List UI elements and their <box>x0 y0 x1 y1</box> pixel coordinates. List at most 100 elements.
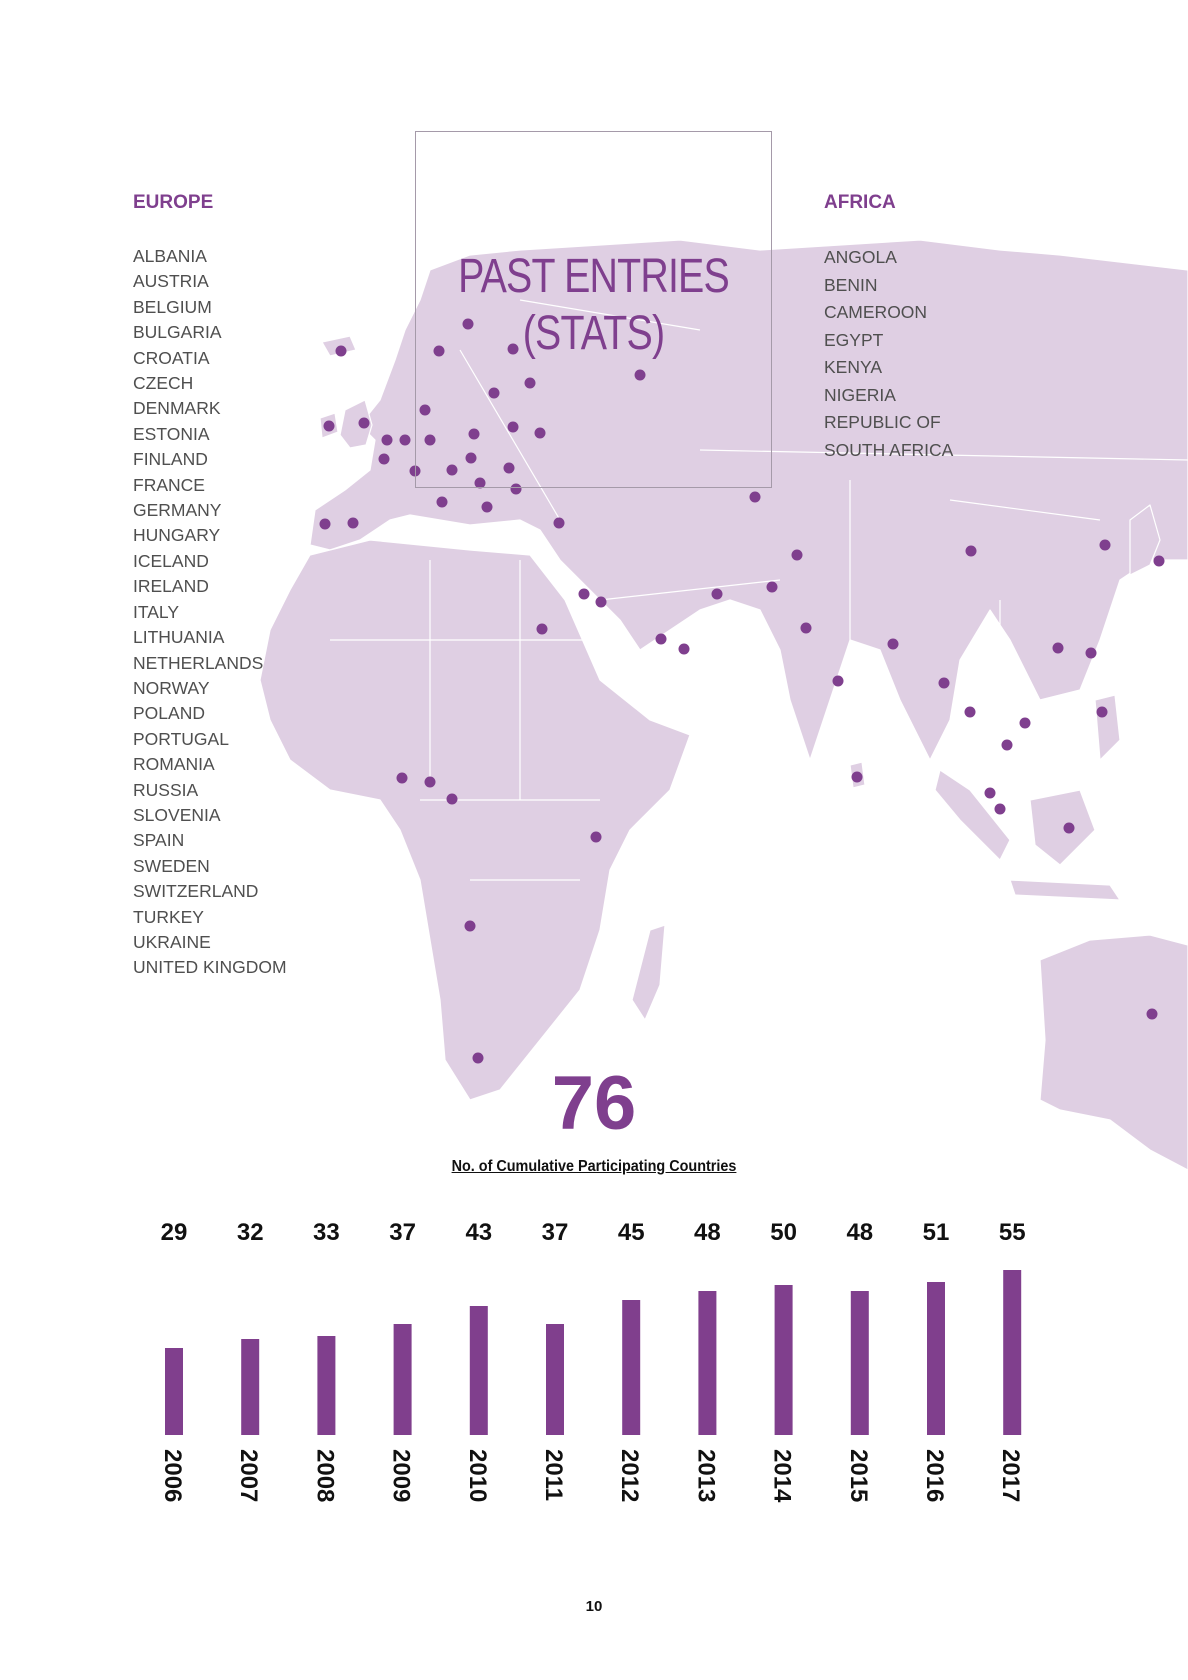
year-tick-label: 2009 <box>388 1449 415 1502</box>
participant-marker <box>424 776 436 788</box>
europe-country-item: NETHERLANDS <box>133 652 264 673</box>
page-number: 10 <box>585 1598 603 1615</box>
participant-marker <box>711 588 723 600</box>
bar-value-label: 43 <box>465 1219 492 1246</box>
participant-marker <box>938 677 950 689</box>
europe-heading: EUROPE <box>133 192 214 213</box>
participant-marker <box>1052 642 1064 654</box>
africa-country-item: ANGOLA <box>824 247 897 267</box>
europe-country-item: CZECH <box>133 373 194 394</box>
africa-country-item: NIGERIA <box>824 384 896 405</box>
bar-2014 <box>774 1285 793 1435</box>
java-island <box>1009 879 1121 901</box>
participant-marker <box>446 793 458 805</box>
europe-country-item: DENMARK <box>133 398 221 419</box>
year-tick-label: 2007 <box>235 1449 262 1502</box>
africa-country-item: BENIN <box>824 274 878 295</box>
australia-landmass <box>1039 934 1188 1171</box>
europe-country-item: GERMANY <box>133 500 222 521</box>
europe-country-item: POLAND <box>133 703 205 724</box>
participant-marker <box>791 549 803 561</box>
bar-value-label: 37 <box>542 1219 569 1246</box>
bar-2007 <box>241 1339 260 1435</box>
borneo-island <box>1029 789 1096 866</box>
bar-value-label: 48 <box>846 1219 873 1246</box>
participant-marker <box>472 1052 484 1064</box>
africa-country-item: EGYPT <box>824 329 884 350</box>
europe-country-item: IRELAND <box>133 576 209 597</box>
africa-country-item: KENYA <box>824 357 883 377</box>
year-tick-label: 2012 <box>616 1449 643 1502</box>
uk-island <box>339 399 373 449</box>
participant-marker <box>590 831 602 843</box>
year-tick-label: 2015 <box>845 1449 872 1502</box>
participant-marker <box>887 638 899 650</box>
bar-2010 <box>469 1306 488 1435</box>
japan-island <box>1129 504 1161 576</box>
africa-country-item: REPUBLIC OF <box>824 412 941 432</box>
participant-marker <box>749 491 761 503</box>
participant-marker <box>381 434 393 446</box>
europe-country-item: CROATIA <box>133 347 210 368</box>
europe-country-item: RUSSIA <box>133 779 199 800</box>
participant-marker <box>1019 717 1031 729</box>
europe-country-item: HUNGARY <box>133 525 221 546</box>
participant-marker <box>507 421 519 433</box>
europe-country-item: SPAIN <box>133 830 185 851</box>
participant-marker <box>399 434 411 446</box>
participant-marker <box>474 477 486 489</box>
title-frame <box>415 131 772 488</box>
participant-marker <box>465 452 477 464</box>
africa-country-item: CAMEROON <box>824 302 928 322</box>
participant-marker <box>965 545 977 557</box>
participant-marker <box>433 345 445 357</box>
europe-country-item: AUSTRIA <box>133 271 209 292</box>
participant-marker <box>1146 1008 1158 1020</box>
bar-value-label: 37 <box>389 1219 416 1246</box>
africa-landmass <box>259 539 691 1101</box>
participant-marker <box>655 633 667 645</box>
participant-marker <box>578 588 590 600</box>
bar-value-label: 50 <box>770 1219 797 1246</box>
page-title-line-2: (STATS) <box>522 307 665 360</box>
participant-marker <box>436 496 448 508</box>
year-tick-label: 2014 <box>769 1449 796 1503</box>
africa-country-item: SOUTH AFRICA <box>824 439 954 460</box>
bar-value-label: 55 <box>999 1219 1026 1246</box>
bar-2016 <box>927 1282 945 1435</box>
year-tick-label: 2011 <box>540 1449 567 1501</box>
year-tick-label: 2006 <box>159 1449 186 1502</box>
europe-country-item: SWEDEN <box>133 855 210 876</box>
europe-country-item: FINLAND <box>133 449 208 470</box>
europe-country-item: SLOVENIA <box>133 804 221 825</box>
participant-marker <box>1001 739 1013 751</box>
europe-country-item: ICELAND <box>133 550 209 571</box>
europe-country-item: ESTONIA <box>133 423 210 444</box>
bar-value-label: 51 <box>923 1219 950 1246</box>
chart-title: No. of Cumulative Participating Countrie… <box>451 1158 737 1175</box>
europe-country-item: TURKEY <box>133 906 204 927</box>
participant-marker <box>553 517 565 529</box>
europe-country-item: PORTUGAL <box>133 728 229 749</box>
participation-bar-chart: 29 2006 32 2007 33 2008 37 2009 43 2010 37 2011 45 20… <box>159 1219 1026 1503</box>
participant-marker <box>678 643 690 655</box>
participant-marker <box>464 920 476 932</box>
europe-country-item: ITALY <box>133 601 180 622</box>
participant-marker <box>1096 706 1108 718</box>
africa-country-list: ANGOLA BENIN CAMEROON EGYPT KENYA NIGERIA REPU… <box>824 244 953 464</box>
participant-marker <box>488 387 500 399</box>
europe-country-item: UKRAINE <box>133 931 211 952</box>
europe-country-item: ROMANIA <box>133 754 215 775</box>
participant-marker <box>507 343 519 355</box>
participant-marker <box>964 706 976 718</box>
europe-country-list: ALBANIA AUSTRIA BELGIUM BULGARIA CROATIA CZEC… <box>133 244 287 981</box>
year-tick-label: 2013 <box>692 1449 719 1502</box>
page-title: PAST ENTRIES (STATS) <box>447 248 740 362</box>
participant-marker <box>766 581 778 593</box>
participant-marker <box>634 369 646 381</box>
participant-marker <box>1063 822 1075 834</box>
participant-marker <box>524 377 536 389</box>
participant-marker <box>510 483 522 495</box>
sumatra-island <box>934 769 1011 861</box>
bar-value-label: 45 <box>618 1219 645 1246</box>
